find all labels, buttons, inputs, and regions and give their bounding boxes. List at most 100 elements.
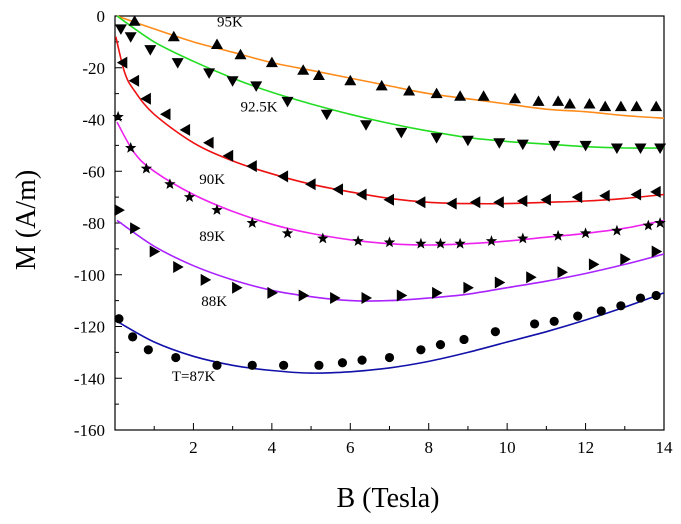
data-point-88k — [298, 289, 310, 302]
data-point-89k — [485, 235, 498, 246]
data-point-92-5k — [548, 140, 561, 152]
data-point-95k — [563, 98, 576, 109]
data-point-89k — [517, 232, 529, 244]
data-point-92-5k — [395, 127, 408, 139]
x-tick-label: 6 — [346, 438, 355, 457]
data-point-90k — [160, 108, 171, 121]
data-point-t-87k — [337, 358, 348, 368]
y-tick-label: -40 — [82, 111, 105, 130]
data-point-t-87k — [314, 360, 324, 370]
data-point-89k — [112, 110, 124, 122]
data-point-t-87k — [357, 355, 367, 365]
data-point-90k — [493, 196, 504, 209]
data-point-89k — [317, 232, 329, 244]
curve-label-89k: 89K — [199, 229, 225, 245]
data-point-t-87k — [114, 314, 124, 324]
x-tick-label: 12 — [577, 438, 594, 457]
curve-label-88k: 88K — [201, 294, 227, 310]
data-point-95k — [614, 100, 627, 112]
data-point-92-5k — [516, 139, 529, 151]
x-axis-title: B (Tesla) — [336, 483, 439, 514]
data-point-88k — [130, 222, 141, 235]
y-tick-label: -20 — [82, 59, 105, 78]
x-tick-label: 10 — [499, 438, 516, 457]
data-point-90k — [305, 178, 316, 191]
data-point-89k — [415, 237, 427, 249]
data-point-88k — [232, 281, 243, 294]
curve-label-92-5k: 92.5K — [240, 100, 277, 116]
data-point-t-87k — [529, 319, 540, 329]
data-point-95k — [312, 69, 325, 80]
x-tick-label: 2 — [189, 438, 198, 457]
data-point-90k — [116, 56, 128, 69]
fit-curve-95k — [116, 15, 665, 119]
data-point-88k — [588, 258, 600, 271]
data-point-t-87k — [549, 316, 559, 326]
x-tick-label: 8 — [424, 438, 433, 457]
data-point-89k — [140, 162, 153, 174]
fit-curve-92-5k — [116, 15, 665, 149]
data-point-t-87k — [212, 360, 222, 370]
data-point-t-87k — [616, 301, 626, 311]
data-point-95k — [375, 79, 388, 91]
data-point-95k — [630, 100, 643, 112]
data-point-95k — [430, 87, 443, 99]
data-point-89k — [434, 237, 447, 249]
data-point-88k — [494, 276, 506, 289]
y-tick-label: -100 — [74, 266, 105, 285]
data-point-95k — [477, 90, 490, 101]
x-tick-label: 14 — [656, 438, 674, 457]
data-point-88k — [526, 271, 537, 284]
fit-curve-t-87k — [116, 292, 665, 374]
data-point-88k — [463, 281, 474, 294]
data-point-t-87k — [128, 332, 138, 342]
data-point-t-87k — [435, 340, 446, 350]
data-point-88k — [651, 245, 663, 258]
data-point-t-87k — [596, 306, 606, 316]
data-point-90k — [446, 197, 457, 210]
data-point-t-87k — [247, 360, 257, 370]
data-point-90k — [128, 74, 140, 87]
data-point-95k — [552, 95, 565, 106]
data-point-95k — [583, 98, 596, 109]
data-point-88k — [173, 261, 184, 273]
data-point-90k — [630, 188, 642, 201]
data-point-92-5k — [114, 24, 127, 35]
curve-labels: 95K 92.5K 90K 89K 88K T=87K — [172, 14, 278, 384]
data-point-88k — [432, 286, 443, 299]
data-point-92-5k — [610, 143, 623, 154]
data-point-88k — [267, 286, 278, 299]
x-tick-label: 4 — [268, 438, 277, 457]
data-point-92-5k — [124, 32, 137, 43]
data-point-95k — [234, 48, 247, 60]
data-point-t-87k — [651, 290, 661, 301]
data-point-t-87k — [279, 360, 289, 370]
data-point-88k — [149, 245, 161, 258]
y-tick-label: -140 — [74, 369, 105, 388]
data-point-95k — [167, 30, 180, 42]
y-tick-label: -160 — [74, 421, 105, 440]
data-point-95k — [532, 95, 545, 106]
data-point-89k — [552, 229, 564, 241]
data-point-t-87k — [573, 311, 583, 321]
data-point-92-5k — [654, 143, 667, 154]
data-point-90k — [332, 183, 343, 196]
data-point-92-5k — [203, 68, 216, 79]
data-point-90k — [414, 196, 426, 209]
data-point-95k — [297, 64, 310, 75]
y-tick-label: -120 — [74, 318, 105, 337]
data-point-89k — [246, 217, 258, 228]
data-point-90k — [540, 193, 551, 206]
data-point-88k — [361, 292, 372, 304]
data-point-89k — [383, 236, 396, 248]
data-point-90k — [246, 160, 257, 173]
fit-curve-90k — [115, 36, 665, 205]
curve-label-t-87k: T=87K — [172, 369, 216, 385]
data-point-92-5k — [579, 140, 592, 152]
data-point-t-87k — [416, 345, 426, 355]
data-point-88k — [330, 292, 341, 304]
data-point-t-87k — [143, 345, 153, 355]
data-point-95k — [403, 85, 416, 96]
data-point-92-5k — [493, 138, 506, 149]
